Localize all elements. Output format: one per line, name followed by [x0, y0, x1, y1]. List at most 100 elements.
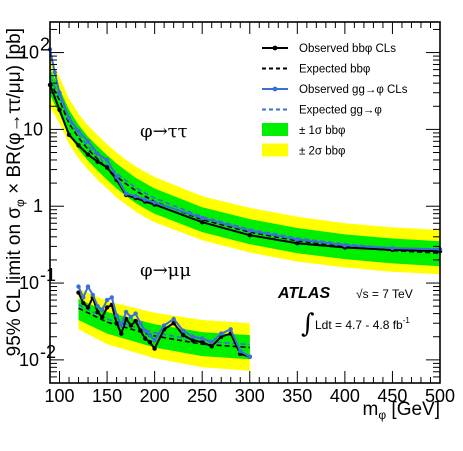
mumu-observed-bb-point	[171, 321, 176, 326]
mumu-observed-gg-point	[133, 311, 138, 316]
y-axis-title: 95% CL limit on σφ × BR(φ→ττ/μμ) [pb]	[4, 28, 27, 356]
mumu-observed-gg-point	[209, 340, 214, 345]
mumu-observed-bb-point	[138, 328, 143, 333]
legend-swatch	[262, 143, 288, 157]
legend-marker	[272, 45, 278, 51]
tautau-observed-gg-point	[95, 151, 100, 157]
tautau-observed-bb-point	[200, 220, 205, 225]
y-tick-label: 10	[19, 43, 39, 63]
tautau-observed-gg-point	[52, 70, 57, 75]
energy-label: √s = 7 TeV	[356, 287, 413, 301]
mumu-observed-bb-point	[119, 331, 124, 336]
y-tick-label: 1	[33, 196, 43, 216]
legend-label: Observed gg→φ CLs	[299, 84, 408, 96]
mumu-observed-gg-point	[90, 292, 96, 298]
x-tick-label: 250	[187, 386, 217, 406]
x-tick-label: 150	[92, 386, 122, 406]
mumu-observed-gg-point	[152, 338, 157, 343]
mumu-observed-gg-point	[104, 297, 110, 303]
mumu-observed-gg-point	[81, 295, 86, 300]
mumu-observed-gg-point	[238, 348, 243, 354]
legend-label: ± 2σ bbφ	[299, 146, 345, 158]
tautau-observed-bb-line	[49, 84, 441, 253]
mumu-observed-bb-point	[81, 300, 86, 306]
mumu-observed-bb-point	[114, 321, 119, 326]
mumu-observed-bb-point	[142, 336, 148, 341]
tautau-observed-gg-point	[57, 90, 62, 95]
x-tick-label: 100	[44, 386, 74, 406]
mumu-observed-gg-point	[128, 314, 134, 320]
tautau-observed-gg-point	[342, 243, 348, 248]
plot-frame	[49, 21, 441, 384]
tautau-observed-gg-point	[152, 200, 157, 205]
mumu-observed-gg-point	[147, 332, 153, 338]
mumu-observed-gg-point	[181, 328, 186, 333]
lines-layer	[47, 47, 443, 359]
legend-marker	[272, 86, 278, 92]
mumu-observed-gg-point	[119, 323, 124, 328]
luminosity-label: Ldt = 4.7 - 4.8 fb-1	[315, 316, 410, 332]
tautau-observed-gg-point	[76, 128, 81, 134]
mumu-observed-bb-point	[100, 314, 105, 320]
tautau-observed-gg-point	[200, 215, 205, 221]
mumu-observed-bb-point	[147, 340, 153, 345]
mumu-observed-gg-point	[171, 316, 176, 322]
y-tick-label: 10	[23, 119, 43, 139]
mumu-observed-bb-point	[128, 323, 134, 328]
mumu-observed-gg-point	[228, 327, 233, 332]
y-tick-exponent: -1	[40, 265, 56, 285]
mumu-expected-gg-line	[78, 304, 250, 346]
legend-swatch	[262, 123, 288, 136]
tautau-expected-gg-line	[49, 76, 441, 252]
y-tick-exponent: -2	[40, 342, 56, 362]
mumu-observed-gg-point	[95, 304, 100, 309]
tautau-observed-gg-point	[133, 194, 138, 199]
y-tick-label: 10	[19, 350, 39, 370]
mumu-observed-bb-point	[200, 340, 205, 345]
mumu-observed-gg-point	[76, 284, 81, 289]
legend-label: Observed bbφ CLs	[299, 43, 396, 55]
x-tick-label: 450	[377, 386, 407, 406]
tautau-observed-bb-point	[85, 152, 91, 157]
ticks-layer	[50, 22, 441, 384]
tautau-observed-gg-point	[295, 237, 300, 242]
mumu-expected-bb-line	[78, 307, 250, 349]
mumu-observed-gg-point	[247, 354, 252, 359]
tautau-observed-gg-point	[123, 191, 129, 196]
tautau-observed-gg-point	[104, 157, 110, 163]
legend-label: ± 1σ bbφ	[299, 125, 345, 137]
mumu-observed-bb-point	[85, 305, 91, 310]
legend-label: Expected gg→φ	[299, 105, 382, 117]
mumu-observed-gg-point	[85, 284, 91, 289]
tautau-observed-gg-point	[390, 245, 395, 251]
mumu-observed-gg-point	[138, 321, 143, 326]
mumu-observed-gg-point	[190, 334, 195, 339]
mumu-observed-gg-point	[142, 328, 148, 333]
tautau-expected-bb-line	[49, 81, 441, 254]
mumu-observed-gg-point	[100, 307, 105, 312]
mumu-observed-bb-point	[104, 305, 110, 310]
mumu-observed-bb-point	[209, 344, 214, 349]
annotation-mumu: φ→μμ	[140, 260, 191, 281]
tautau-observed-bb-point	[76, 143, 81, 148]
x-tick-label: 500	[425, 386, 455, 406]
mumu-observed-bb-point	[190, 338, 195, 343]
mumu-observed-gg-point	[123, 309, 129, 315]
legend-label: Expected bbφ	[299, 64, 370, 76]
annotation-tautau: φ→ττ	[140, 121, 188, 142]
tautau-observed-bb-point	[66, 132, 72, 137]
tautau-observed-bb-point	[95, 159, 100, 164]
tautau-observed-gg-point	[85, 139, 91, 144]
x-tick-label: 400	[330, 386, 360, 406]
tautau-observed-gg-point	[114, 174, 119, 180]
mumu-observed-gg-point	[161, 323, 167, 328]
tautau-observed-gg-point	[66, 116, 72, 121]
mumu-observed-gg-point	[109, 295, 115, 300]
mumu-observed-gg-point	[114, 313, 119, 318]
mumu-observed-gg-point	[219, 331, 224, 336]
integral-symbol: ∫	[301, 309, 315, 339]
tautau-observed-bb-point	[247, 233, 252, 238]
